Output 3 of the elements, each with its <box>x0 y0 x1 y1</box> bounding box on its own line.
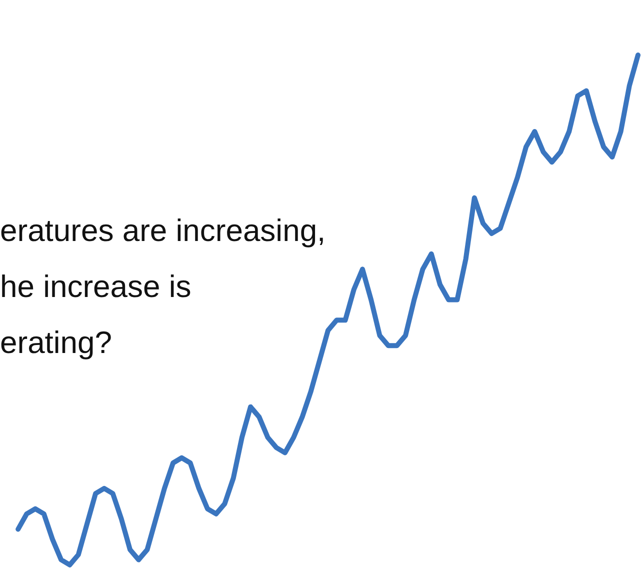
annotation: eratures are increasing, <box>0 213 326 248</box>
annotation: he increase is <box>0 269 192 304</box>
annotation: erating? <box>0 325 112 360</box>
